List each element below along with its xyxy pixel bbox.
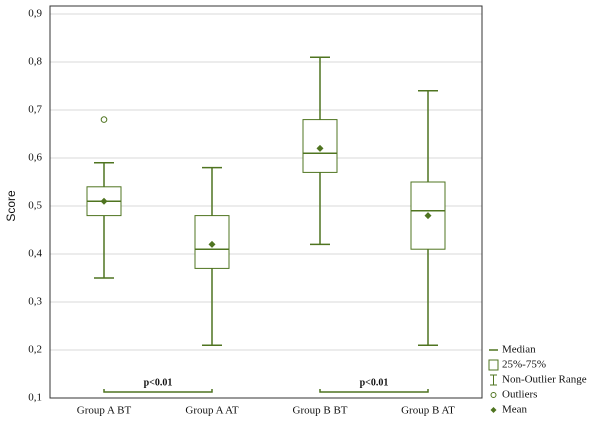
legend-label: Non-Outlier Range <box>502 374 587 386</box>
x-tick-label: Group B BT <box>293 405 348 417</box>
y-tick-label: 0,3 <box>28 296 42 308</box>
x-tick-label: Group A BT <box>77 405 132 417</box>
y-tick-label: 0,6 <box>28 152 42 164</box>
y-tick-label: 0,4 <box>28 248 42 260</box>
x-tick-label: Group A AT <box>185 405 238 417</box>
y-tick-label: 0,7 <box>28 104 42 116</box>
plot-frame <box>49 5 483 399</box>
y-tick-label: 0,5 <box>28 200 42 212</box>
legend-label: Mean <box>502 404 528 416</box>
legend-outlier <box>490 392 497 398</box>
significance-bracket <box>319 389 429 393</box>
x-tick-label: Group B AT <box>401 405 455 417</box>
legend-mean <box>490 407 497 413</box>
y-tick-label: 0,8 <box>28 56 42 68</box>
legend-label: Median <box>502 344 536 356</box>
legend-box <box>488 359 499 371</box>
mean <box>424 212 432 220</box>
y-tick-label: 0,2 <box>28 344 42 356</box>
legend-whisker <box>490 374 497 386</box>
legend-label: 25%-75% <box>502 359 546 371</box>
mean <box>208 240 216 248</box>
y-tick-label: 0,9 <box>28 8 42 20</box>
outlier <box>100 116 108 123</box>
significance-bracket <box>103 389 213 393</box>
annotation: p<0.01 <box>360 377 389 388</box>
mean <box>100 197 108 205</box>
legend-label: Outliers <box>502 389 537 401</box>
mean <box>316 144 324 152</box>
y-tick-label: 0,1 <box>28 392 42 404</box>
y-axis-label: Score <box>4 190 18 222</box>
annotation: p<0.01 <box>144 377 173 388</box>
